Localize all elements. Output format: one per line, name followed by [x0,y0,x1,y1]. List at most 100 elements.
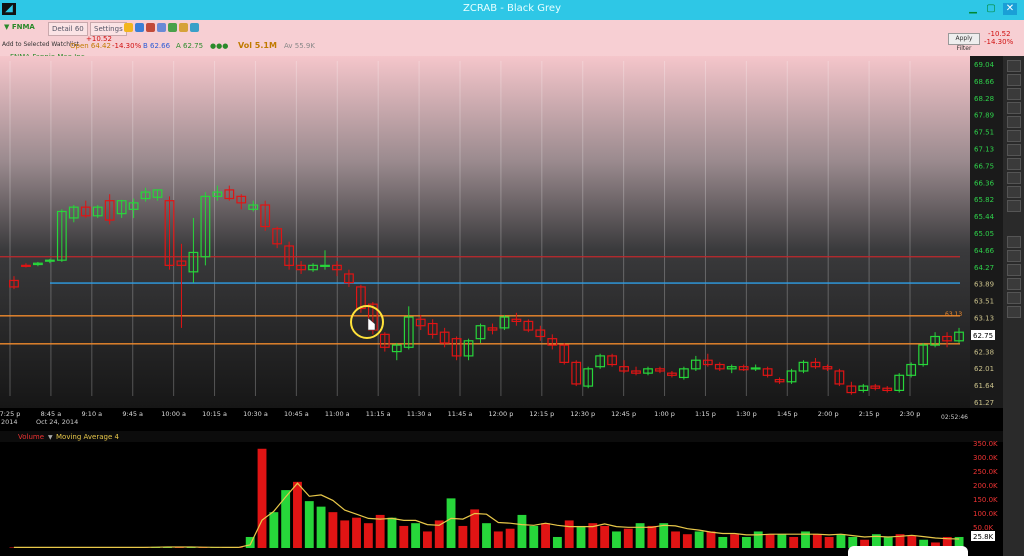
arrow-tool-icon[interactable] [1007,200,1021,212]
tool-slot-3-icon[interactable] [1007,264,1021,276]
candle-body [260,204,271,228]
measure-tool-icon[interactable] [1007,172,1021,184]
volume-y-tick-label: 300.0K [973,454,998,462]
x-tick-label: 2:15 p [859,410,880,418]
zoom-tool-icon[interactable] [1007,158,1021,170]
candle-body [607,355,618,366]
alert-icon[interactable] [146,23,155,32]
x-tick-label: 1:30 p [736,410,757,418]
volume-y-tick-label: 350.0K [973,440,998,448]
candle-body [690,359,701,370]
close-icon[interactable]: ✕ [1003,3,1017,15]
candle-body [930,335,941,346]
save-icon[interactable] [135,23,144,32]
candle-body [655,368,665,372]
detail-button[interactable]: Detail 60 [48,22,88,36]
candle-body [427,322,438,335]
candle-body [702,359,713,366]
volume-bar [458,525,468,548]
volume-bar [281,490,291,548]
tool-slot-2-icon[interactable] [1007,250,1021,262]
candle-body [272,228,283,245]
bottom-status-tab[interactable] [848,546,968,556]
candle-body [954,331,964,342]
ray-tool-icon[interactable] [1007,102,1021,114]
volume-bar [564,520,574,548]
volume-bar [706,531,716,548]
candle-body [188,251,199,273]
x-tick-label: 7:25 p [0,410,20,418]
volume-bar [269,512,279,548]
y-tick-label: 62.38 [974,348,994,356]
volume-bar [931,542,940,548]
x-tick-label: 10:45 a [284,410,309,418]
volume-bar [694,531,704,548]
refresh-icon[interactable] [168,23,177,32]
settings-button[interactable]: Settings [90,22,127,36]
x-left-year: 2014 [1,418,18,426]
x-tick-label: 1:00 p [654,410,675,418]
shape-tool-icon[interactable] [1007,186,1021,198]
volume-dropdown-icon[interactable]: ▼ [48,434,53,441]
y-tick-label: 67.13 [974,146,994,154]
x-tick-label: 12:45 p [611,410,636,418]
line-tool-icon[interactable] [1007,88,1021,100]
volume-bar [588,523,598,548]
folder-icon[interactable] [124,23,133,32]
x-tick-label: 12:30 p [570,410,595,418]
symbol-selector[interactable]: ▼ FNMA [4,23,35,31]
tool-slot-5-icon[interactable] [1007,292,1021,304]
candle-body [224,189,235,200]
crosshair-icon[interactable] [1007,60,1021,72]
candle-body [116,200,127,215]
candle-body [846,385,857,394]
volume-bar [411,523,421,548]
volume-y-tick-label: 100.0K [973,510,998,518]
candle-body [870,385,881,389]
lock-icon[interactable] [179,23,188,32]
candle-body [499,316,510,329]
candle-body [834,370,845,385]
volume-title[interactable]: Volume [18,433,44,441]
volume-bar [434,520,444,548]
volume-bar [741,536,751,548]
watchlist-link[interactable]: Add to Selected Watchlist [2,41,79,48]
minimize-icon[interactable]: ▁ [969,3,977,14]
tool-slot-4-icon[interactable] [1007,278,1021,290]
y-tick-label: 65.82 [974,196,994,204]
volume-bar [623,528,633,548]
tool-slot-1-icon[interactable] [1007,236,1021,248]
volume-bar [576,525,586,548]
price-chart[interactable]: 69.04 68.66 68.28 67.89 67.51 67.13 66.75 66.36… [0,56,1003,556]
volume-bar [552,536,562,548]
link-icon[interactable] [190,23,199,32]
channel-tool-icon[interactable] [1007,116,1021,128]
x-tick-label: 1:15 p [695,410,716,418]
apply-filter-button[interactable]: Apply Filter [948,33,980,52]
volume-bar [682,534,692,548]
price-panel-background [0,56,970,408]
cursor-icon[interactable] [1007,74,1021,86]
x-tick-label: 2:00 p [818,410,839,418]
tool-slot-6-icon[interactable] [1007,306,1021,318]
candle-body [918,344,929,366]
volume-bar [848,536,858,548]
y-tick-label: 65.05 [974,230,994,238]
volume-bar [517,514,527,548]
user-icon[interactable] [157,23,166,32]
candle-body [583,368,594,387]
candle-body [248,204,259,210]
candle-body [284,245,295,266]
fib-tool-icon[interactable] [1007,130,1021,142]
candle-body [451,338,462,357]
moving-average-label[interactable]: Moving Average 4 [56,433,119,441]
volume-bar [836,534,846,548]
candle-body [762,368,773,376]
y-tick-label: 62.01 [974,365,994,373]
bid-price: B 62.66 [143,42,171,50]
x-tick-label: 12:00 p [488,410,513,418]
text-tool-icon[interactable] [1007,144,1021,156]
x-tick-label: 9:45 a [122,410,143,418]
maximize-icon[interactable]: ▢ [986,3,996,14]
y-tick-label: 61.27 [974,399,994,407]
